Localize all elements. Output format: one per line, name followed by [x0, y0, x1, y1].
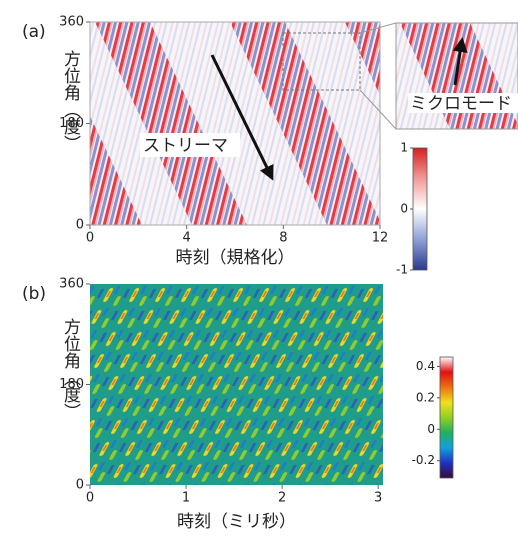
x-axis-label: 時刻（規格化）	[176, 248, 295, 268]
y-axis-label: 方位角（度）	[60, 318, 81, 420]
colorbar	[413, 148, 427, 270]
annotation: ミクロモード	[410, 94, 512, 114]
panel-label: (b)	[22, 284, 46, 304]
x-tick-label: 8	[279, 231, 287, 246]
y-tick-label: 0	[76, 218, 84, 233]
figure: ミクロモード ストリーマ (a)時刻（規格化）方位角（度）04812018036…	[0, 0, 518, 533]
x-tick-label: 12	[372, 231, 389, 246]
y-tick-label: 180	[59, 116, 84, 131]
x-axis-label: 時刻（ミリ秒）	[177, 512, 296, 532]
y-axis-label: 方位角（度）	[60, 50, 81, 152]
x-tick-label: 2	[278, 491, 286, 506]
x-tick-label: 3	[374, 491, 382, 506]
colorbar-tick-label: 0	[400, 202, 408, 216]
colorbar-tick-label: 0.4	[416, 359, 435, 373]
colorbar-tick-label: 0	[427, 422, 435, 436]
panel-label: (a)	[22, 22, 46, 42]
x-tick-label: 0	[86, 491, 94, 506]
colorbar-tick-label: 0.2	[416, 390, 435, 404]
annotation: ストリーマ	[143, 136, 228, 156]
x-tick-label: 0	[86, 231, 94, 246]
colorbar-tick-label: -1	[396, 263, 408, 277]
heatmap-b	[90, 284, 383, 485]
y-tick-label: 360	[59, 15, 84, 30]
y-tick-label: 360	[59, 277, 84, 292]
colorbar-tick-label: 1	[400, 141, 408, 155]
y-tick-label: 0	[76, 478, 84, 493]
y-tick-label: 180	[59, 377, 84, 392]
colorbar-tick-label: -0.2	[412, 453, 435, 467]
colorbar	[440, 357, 453, 478]
x-tick-label: 1	[182, 491, 190, 506]
x-tick-label: 4	[183, 231, 191, 246]
